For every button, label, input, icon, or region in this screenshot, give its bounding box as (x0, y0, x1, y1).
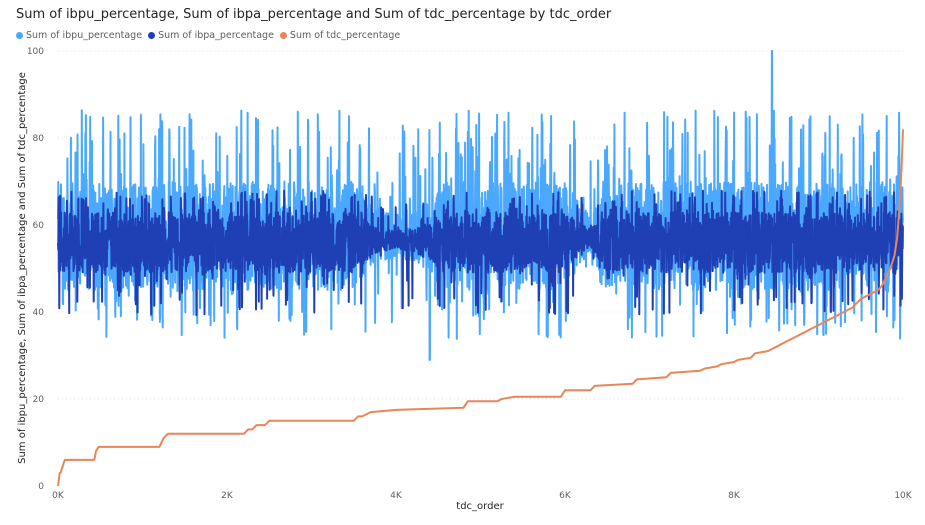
x-tick-label: 8K (728, 491, 741, 501)
legend-item-ibpu[interactable]: Sum of ibpu_percentage (16, 30, 142, 41)
series-line-tdc[interactable] (57, 129, 904, 487)
y-tick-label: 40 (33, 308, 45, 318)
legend-item-ibpa[interactable]: Sum of ibpa_percentage (148, 30, 274, 41)
y-axis: 0 20 40 60 80 100 (27, 47, 44, 492)
x-tick-label: 0K (52, 491, 65, 501)
legend: Sum of ibpu_percentage Sum of ibpa_perce… (16, 30, 406, 41)
legend-label-tdc: Sum of tdc_percentage (289, 30, 401, 41)
legend-marker-tdc (279, 32, 287, 39)
y-axis-title: Sum of ibpu_percentage, Sum of ibpa_perc… (17, 72, 28, 464)
legend-marker-ibpa (148, 32, 156, 39)
legend-item-tdc[interactable]: Sum of tdc_percentage (279, 30, 401, 41)
y-tick-label: 0 (38, 482, 44, 492)
y-tick-label: 100 (27, 47, 44, 57)
y-tick-label: 80 (33, 134, 45, 144)
x-axis: 0K 2K 4K 6K 8K 10K (52, 491, 913, 501)
x-tick-label: 6K (559, 491, 572, 501)
x-tick-label: 10K (894, 491, 912, 501)
legend-label-ibpu: Sum of ibpu_percentage (26, 30, 143, 41)
chart-title: Sum of ibpu_percentage, Sum of ibpa_perc… (16, 7, 612, 22)
legend-label-ibpa: Sum of ibpa_percentage (158, 30, 274, 41)
x-tick-label: 4K (390, 491, 403, 501)
y-tick-label: 60 (33, 221, 45, 231)
x-tick-label: 2K (221, 491, 234, 501)
x-axis-title: tdc_order (456, 501, 504, 512)
series-tdc[interactable] (57, 129, 904, 487)
series-ibpa[interactable] (57, 189, 904, 317)
y-tick-label: 20 (33, 395, 45, 405)
legend-marker-ibpu (16, 32, 23, 39)
plot-area[interactable] (57, 50, 904, 487)
series-line-ibpa[interactable] (57, 189, 904, 317)
